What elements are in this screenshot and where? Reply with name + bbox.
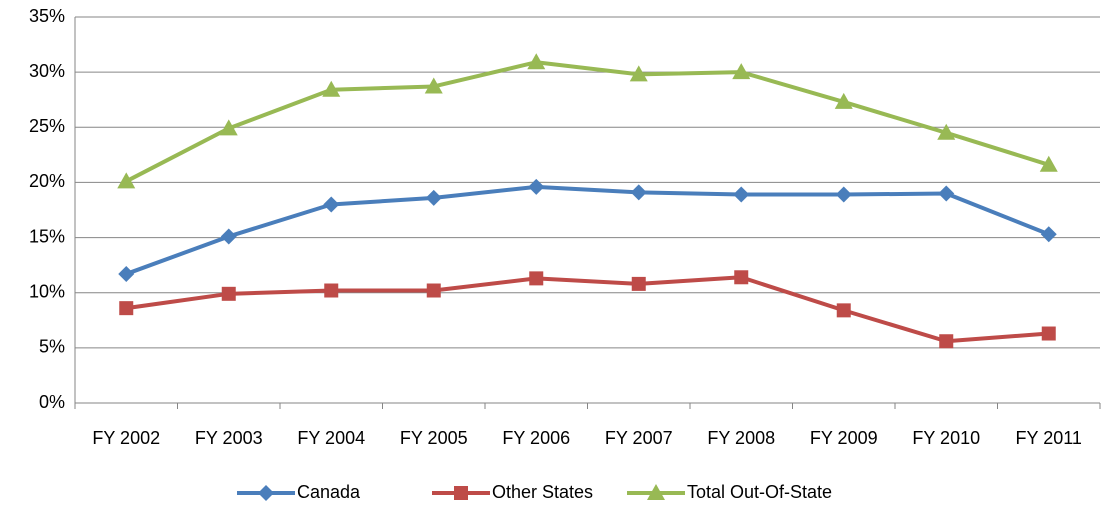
data-point — [939, 334, 954, 349]
x-tick-label: FY 2010 — [912, 428, 980, 448]
series-line — [125, 60, 1050, 184]
y-tick-label: 30% — [29, 61, 65, 81]
y-tick-label: 20% — [29, 171, 65, 191]
legend-marker — [454, 486, 468, 500]
data-point — [631, 276, 646, 291]
data-point — [836, 303, 851, 318]
y-tick-label: 15% — [29, 226, 65, 246]
data-point — [629, 65, 648, 82]
x-tick-label: FY 2006 — [502, 428, 570, 448]
x-tick-label: FY 2003 — [195, 428, 263, 448]
x-tick-label: FY 2005 — [400, 428, 468, 448]
data-point — [424, 77, 443, 94]
x-tick-label: FY 2009 — [810, 428, 878, 448]
data-point — [938, 185, 955, 202]
data-point — [937, 123, 956, 140]
data-point — [220, 228, 237, 245]
series-line — [125, 275, 1049, 344]
data-point — [117, 172, 136, 189]
x-tick-label: FY 2008 — [707, 428, 775, 448]
data-point — [528, 178, 545, 195]
y-tick-label: 35% — [29, 6, 65, 26]
data-point — [219, 119, 238, 136]
data-point — [630, 184, 647, 201]
data-point — [323, 196, 340, 213]
legend-marker — [647, 484, 665, 500]
series-line — [125, 184, 1050, 276]
y-tick-label: 5% — [39, 337, 65, 357]
data-point — [732, 63, 751, 80]
data-point — [835, 186, 852, 203]
x-tick-label: FY 2007 — [605, 428, 673, 448]
y-tick-label: 25% — [29, 116, 65, 136]
data-point — [1039, 155, 1058, 172]
data-point — [734, 270, 749, 285]
data-point — [118, 265, 135, 282]
legend-marker — [258, 485, 274, 501]
data-point — [834, 92, 853, 109]
x-tick-label: FY 2011 — [1016, 428, 1082, 448]
data-point — [322, 80, 341, 97]
data-point — [527, 53, 546, 70]
data-point — [119, 301, 134, 316]
data-point — [221, 286, 236, 301]
data-point — [324, 283, 339, 298]
data-point — [426, 283, 441, 298]
x-tick-label: FY 2004 — [297, 428, 365, 448]
y-tick-label: 10% — [29, 281, 65, 301]
y-tick-label: 0% — [39, 392, 65, 412]
x-tick-label: FY 2002 — [92, 428, 160, 448]
legend-label: Total Out-Of-State — [687, 482, 832, 502]
data-point — [529, 271, 544, 286]
data-point — [1041, 326, 1056, 341]
data-point — [1040, 226, 1057, 243]
data-point — [733, 186, 750, 203]
legend-label: Canada — [297, 482, 361, 502]
data-point — [425, 189, 442, 206]
legend-label: Other States — [492, 482, 593, 502]
